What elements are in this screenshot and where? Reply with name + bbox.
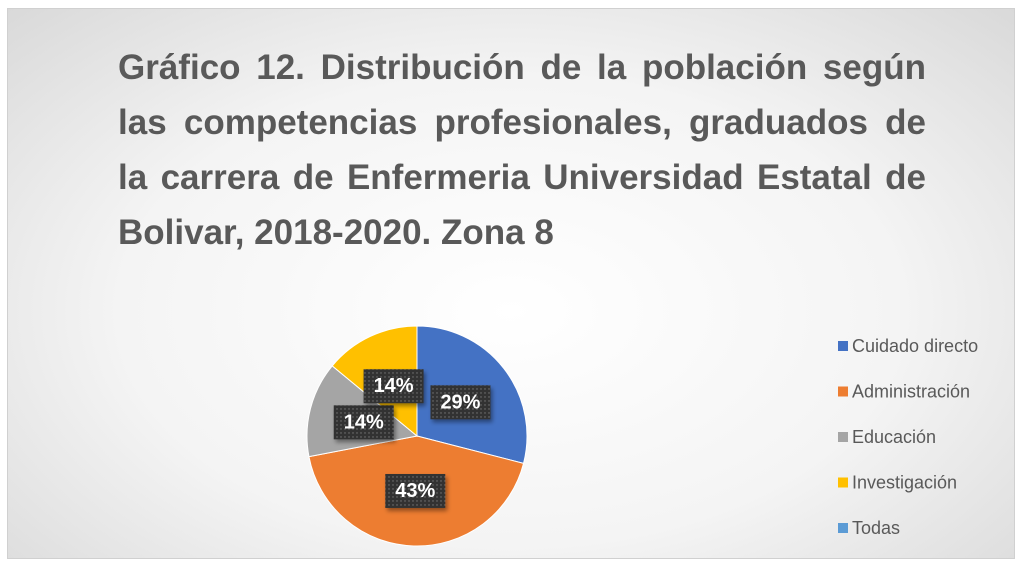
data-label: 29% [440,391,480,413]
legend-label: Investigación [852,473,957,493]
legend-label: Cuidado directo [852,336,978,356]
legend-label: Administración [852,382,970,402]
legend-swatch [838,477,848,488]
legend-swatch [838,386,848,397]
legend-swatch [838,432,848,442]
data-label: 43% [395,480,435,502]
legend-swatch [838,341,848,351]
legend-label: Todas [852,518,900,538]
label-box [333,405,394,440]
chart-title: Gráfico 12. Distribución de la población… [118,48,926,252]
label-box [363,369,424,404]
legend-swatch [838,523,848,533]
label-box [385,473,446,508]
label-box [430,385,491,420]
legend-label: Educación [852,427,936,447]
data-label: 14% [374,375,414,397]
data-label: 14% [344,411,384,433]
